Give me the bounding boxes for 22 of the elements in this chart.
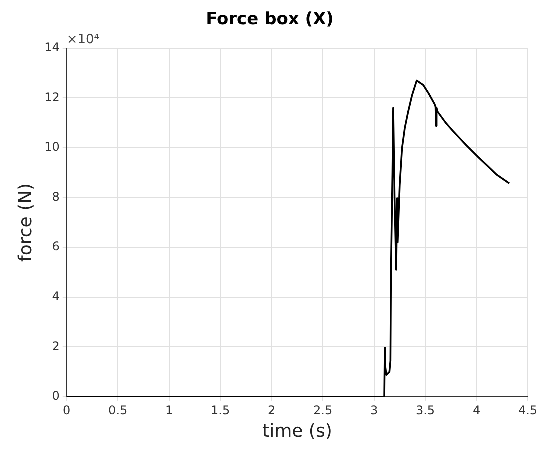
y-tick-label: 4: [52, 290, 60, 304]
x-tick-label: 4.5: [518, 403, 538, 418]
y-tick-label: 8: [52, 190, 60, 204]
y-axis-title: force (N): [15, 183, 36, 262]
x-tick-label: 3: [370, 403, 378, 418]
y-tick-label: 6: [52, 240, 60, 254]
x-tick-label: 4: [472, 403, 481, 418]
y-tick-label: 12: [44, 90, 60, 104]
x-tick-label: 2: [268, 403, 276, 418]
x-tick-label: 1.5: [211, 403, 230, 418]
y-tick-label: 2: [52, 339, 60, 354]
chart-title: Force box (X): [206, 10, 334, 30]
y-tick-label: 14: [44, 40, 60, 55]
x-tick-label: 1: [166, 403, 174, 418]
x-axis-title: time (s): [262, 420, 332, 442]
x-tick-label: 0: [63, 403, 71, 418]
y-tick-label: 0: [52, 389, 60, 404]
x-tick-label: 2.5: [314, 403, 333, 418]
text: ×10⁴: [66, 32, 100, 48]
x-tick-label: 3.5: [416, 403, 436, 418]
y-tick-label: 10: [44, 140, 60, 154]
x-tick-label: 0.5: [108, 403, 128, 418]
